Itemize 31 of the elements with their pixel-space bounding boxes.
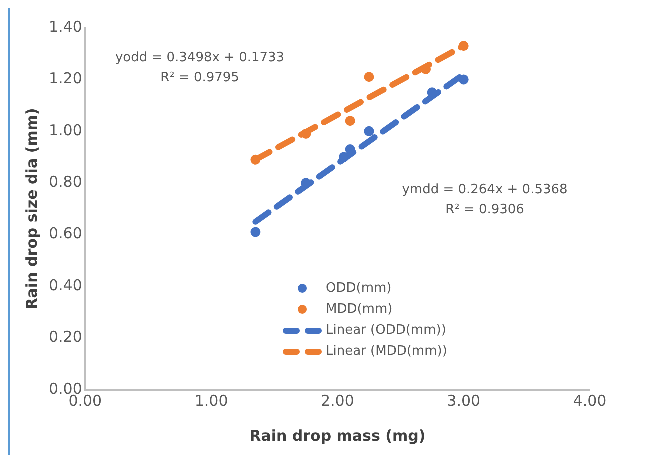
- annotation: R² = 0.9306: [446, 202, 524, 218]
- point: [345, 144, 356, 155]
- legend-label: Linear (MDD(mm)): [326, 343, 448, 361]
- legend-label: Linear (ODD(mm)): [326, 322, 446, 340]
- y-tick-label: 1.40: [48, 18, 82, 36]
- x-tick-label: 2.00: [320, 392, 354, 410]
- point: [364, 72, 374, 82]
- legend-label: MDD(mm): [326, 301, 393, 319]
- annotation: ymdd = 0.264x + 0.5368: [402, 182, 568, 198]
- annotation: yodd = 0.3498x + 0.1733: [115, 50, 285, 66]
- y-tick-label: 1.00: [48, 121, 82, 140]
- point: [345, 116, 356, 126]
- y-tick-label: 1.20: [48, 70, 82, 88]
- y-tick-label: 0.20: [48, 328, 82, 346]
- annotation: R² = 0.9795: [160, 70, 240, 86]
- point: [250, 227, 261, 238]
- point: [458, 41, 469, 52]
- legend-label: ODD(mm): [326, 280, 392, 298]
- y-tick-label: 0.60: [48, 224, 82, 243]
- x-tick-label: 3.00: [447, 392, 481, 410]
- point: [364, 126, 374, 136]
- x-tick-label: 1.00: [194, 392, 228, 410]
- point: [458, 74, 469, 85]
- y-axis-title: Rain drop size dia (mm): [22, 108, 41, 310]
- y-tick-label: 0.80: [48, 173, 82, 192]
- x-tick-label: 4.00: [573, 392, 607, 410]
- point: [301, 129, 312, 140]
- point: [250, 154, 261, 165]
- x-axis-title: Rain drop mass (mg): [250, 426, 426, 445]
- point: [339, 152, 350, 162]
- y-tick-label: 0.40: [48, 276, 82, 294]
